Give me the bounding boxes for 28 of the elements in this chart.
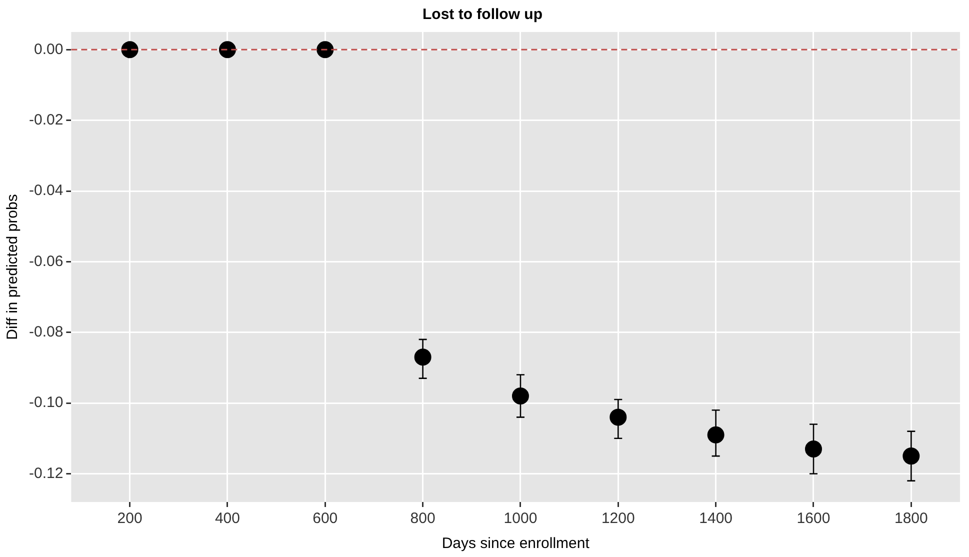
point <box>218 41 236 58</box>
x-axis-title: Days since enrollment <box>442 535 590 552</box>
y-tick-label: -0.08 <box>28 324 64 341</box>
point <box>804 440 822 458</box>
x-tick-label: 1400 <box>699 510 733 528</box>
point <box>512 387 529 404</box>
x-tick-label: 200 <box>117 510 142 528</box>
point <box>610 408 627 426</box>
y-tick-label: -0.04 <box>28 182 64 200</box>
point <box>707 426 724 444</box>
x-tick-label: 800 <box>410 510 436 528</box>
x-tick-label: 1800 <box>894 510 928 528</box>
y-tick-label: -0.02 <box>28 111 64 128</box>
point <box>316 41 334 58</box>
point <box>414 348 432 366</box>
x-tick-label: 1000 <box>504 510 538 528</box>
x-tick-label: 1600 <box>796 510 830 528</box>
x-tick-label: 400 <box>214 510 240 528</box>
y-axis-title: Diff in predicted probs <box>4 194 22 340</box>
y-tick-label: -0.06 <box>28 252 64 270</box>
y-tick-label: 0.00 <box>34 40 64 58</box>
chart-title: Lost to follow up <box>422 6 542 24</box>
x-tick-label: 600 <box>312 510 338 528</box>
point <box>902 448 920 465</box>
point <box>121 41 138 58</box>
y-tick-label: -0.10 <box>28 394 64 412</box>
y-tick-label: -0.12 <box>28 464 64 482</box>
x-tick-label: 1200 <box>601 510 635 528</box>
